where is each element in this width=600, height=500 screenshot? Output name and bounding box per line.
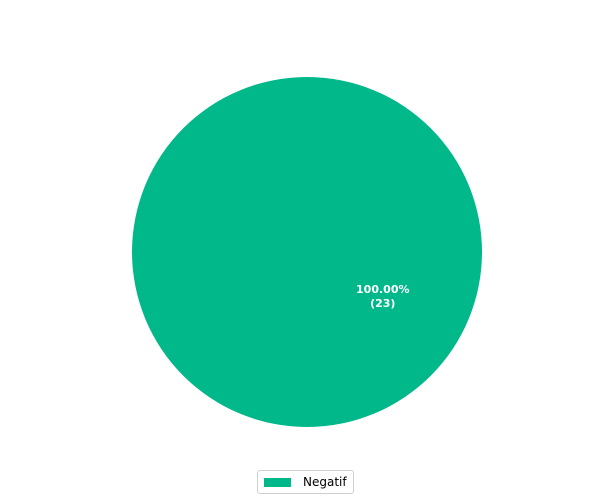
pie-slice-label-negatif: 100.00% (23)	[356, 283, 409, 310]
legend-label-negatif: Negatif	[303, 475, 347, 489]
pie-slice-negatif	[132, 77, 482, 427]
chart-legend: Negatif	[257, 470, 354, 494]
legend-swatch-negatif	[264, 477, 291, 487]
